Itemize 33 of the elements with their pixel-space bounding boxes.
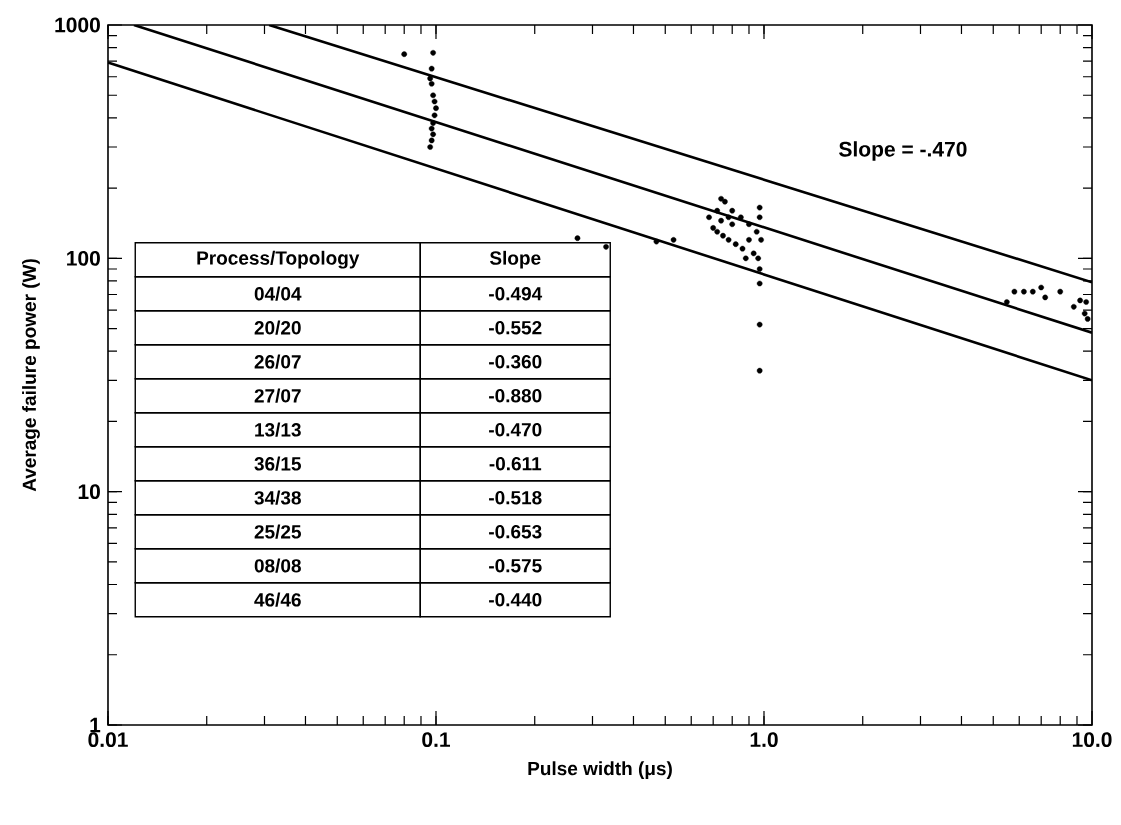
- annotation: 04/04: [254, 286, 302, 301]
- annotation: 26/07: [254, 354, 301, 369]
- annotation: 13/13: [255, 422, 301, 437]
- annotation: 27/07: [254, 388, 301, 403]
- annotation: 36/15: [254, 456, 301, 471]
- annotation: -0.611: [489, 456, 542, 471]
- annotation: -0.575: [489, 558, 542, 573]
- annotation: -0.494: [489, 286, 543, 301]
- y-axis-title: Average failure power (W): [22, 259, 40, 492]
- y-tick-label: 1: [90, 717, 101, 733]
- annotation: 08/08: [254, 558, 301, 573]
- annotation: -0.653: [489, 524, 542, 539]
- x-tick-label: 0.01: [88, 732, 128, 748]
- annotation: -0.360: [489, 354, 542, 369]
- annotation: Slope = -.470: [839, 141, 967, 161]
- annotation: 34/38: [254, 490, 301, 505]
- x-tick-label: 0.1: [422, 732, 450, 748]
- annotation: Process/Topology: [197, 250, 360, 269]
- annotation: 25/25: [254, 524, 301, 539]
- annotation: -0.518: [489, 490, 542, 505]
- x-tick-label: 10.0: [1072, 732, 1112, 748]
- y-tick-label: 1000: [55, 17, 100, 33]
- annotation: 20/20: [254, 320, 301, 335]
- annotation: Slope: [489, 250, 541, 269]
- y-tick-label: 100: [67, 250, 100, 266]
- x-tick-label: 1.0: [750, 732, 778, 748]
- y-tick-label: 10: [78, 484, 100, 500]
- annotation: -0.880: [489, 388, 542, 403]
- annotation: -0.440: [489, 592, 542, 607]
- annotation: -0.470: [489, 422, 542, 437]
- x-axis-title: Pulse width (μs): [528, 761, 672, 779]
- annotation: -0.552: [489, 320, 542, 335]
- annotation: 46/46: [254, 592, 301, 607]
